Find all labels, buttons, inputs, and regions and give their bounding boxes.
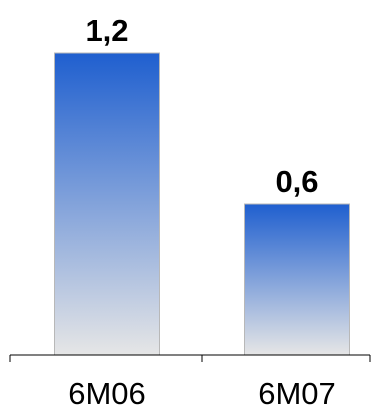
data-label-6m06: 1,2 [85,13,128,48]
x-axis [9,354,371,362]
x-tick-label-6m07: 6M07 [258,376,336,411]
labels-layer: 1,2 6M06 0,6 6M07 [68,13,336,411]
bars-layer [54,52,350,356]
bar-6m06 [54,52,160,356]
bar-6m07 [244,203,350,356]
x-tick-label-6m06: 6M06 [68,376,146,411]
data-label-6m07: 0,6 [275,164,318,199]
